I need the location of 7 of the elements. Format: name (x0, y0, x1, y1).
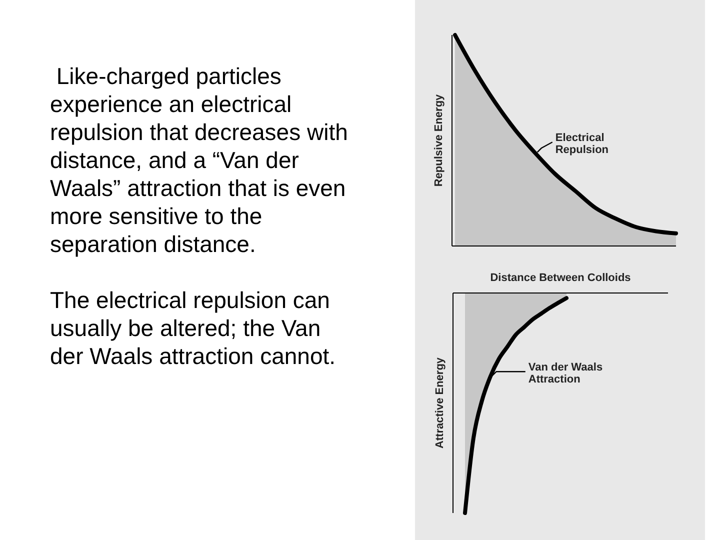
y-axis-title: Repulsive Energy (433, 93, 445, 187)
text: Like-charged particles experience an electrical repulsion that decreases with distance, and a “Van der Waals” attraction that is even more sensitive to the separation distance. (50, 62, 349, 258)
legend-label: Electrical Repulsion (555, 132, 609, 156)
text: The electrical repulsion can usually be altered; the Van der Waals attraction cannot. (50, 286, 337, 370)
x-axis-title: Distance Between Colloids (490, 272, 631, 284)
y-axis-title: Attractive Energy (434, 356, 446, 449)
legend-label: Van der Waals Attraction (528, 362, 603, 386)
